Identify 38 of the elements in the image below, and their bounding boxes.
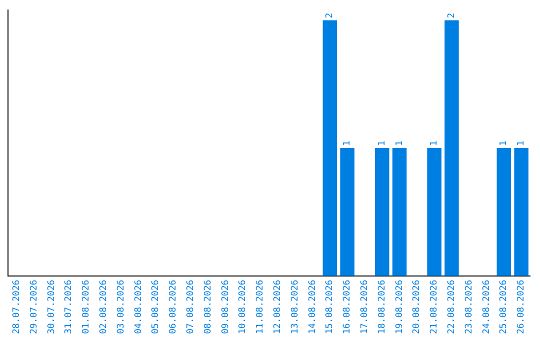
x-tick-label: 04.08.2026: [134, 280, 144, 334]
data-label: 1: [394, 140, 405, 146]
data-label: 1: [516, 140, 527, 146]
x-tick-label: 30.07.2026: [46, 280, 57, 334]
x-tick-label: 26.08.2026: [516, 280, 527, 334]
x-tick-label: 19.08.2026: [394, 280, 405, 334]
x-tick-label: 09.08.2026: [220, 280, 231, 334]
x-tick-label: 03.08.2026: [116, 280, 126, 334]
x-tick-label: 22.08.2026: [447, 280, 458, 334]
x-tick-label: 21.08.2026: [430, 280, 440, 334]
x-tick-label: 25.08.2026: [499, 280, 510, 334]
x-tick-label: 31.07.2026: [64, 280, 74, 334]
data-label: 2: [325, 12, 336, 18]
data-label: 2: [447, 12, 458, 18]
x-tick-label: 12.08.2026: [273, 280, 284, 334]
x-tick-label: 14.08.2026: [308, 280, 318, 334]
x-tick-label: 16.08.2026: [342, 280, 353, 334]
x-tick-label: 20.08.2026: [412, 280, 422, 334]
x-tick-label: 28.07.2026: [12, 280, 22, 334]
x-tick-label: 06.08.2026: [168, 280, 179, 334]
x-tick-label: 17.08.2026: [360, 280, 370, 334]
x-tick-label: 08.08.2026: [203, 280, 214, 334]
data-label: 1: [430, 140, 440, 146]
x-tick-label: 11.08.2026: [256, 280, 266, 334]
x-tick-label: 10.08.2026: [238, 280, 248, 334]
x-tick-label: 13.08.2026: [290, 280, 300, 334]
data-label: 1: [342, 140, 353, 146]
x-tick-label: 01.08.2026: [82, 280, 92, 334]
x-tick-label: 24.08.2026: [482, 280, 492, 334]
x-tick-label: 07.08.2026: [186, 280, 196, 334]
x-tick-label: 15.08.2026: [325, 280, 336, 334]
x-tick-label: 02.08.2026: [99, 280, 110, 334]
x-tick-label: 23.08.2026: [464, 280, 474, 334]
data-label: 1: [377, 140, 388, 146]
x-tick-label: 18.08.2026: [377, 280, 388, 334]
x-tick-label: 05.08.2026: [151, 280, 162, 334]
data-label: 1: [499, 140, 510, 146]
x-tick-label: 29.07.2026: [29, 280, 40, 334]
